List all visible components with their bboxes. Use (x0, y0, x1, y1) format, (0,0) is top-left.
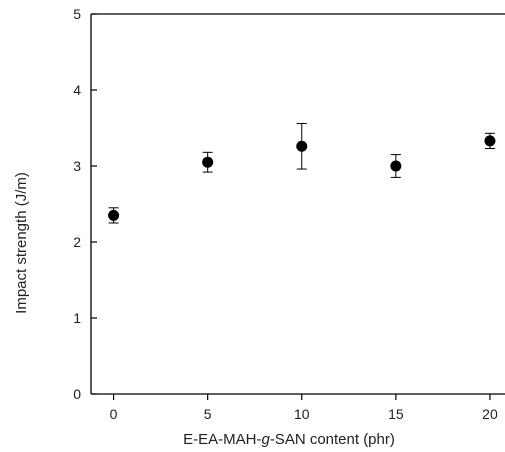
data-point-4 (484, 135, 496, 147)
x-axis-title-italic-g: g (261, 431, 270, 448)
data-point-1 (202, 156, 214, 168)
y-tick-label-0: 0 (73, 386, 81, 402)
x-tick-label-2: 10 (294, 406, 310, 422)
x-axis-title-part-2: -SAN content (phr) (270, 431, 395, 448)
y-tick-label-1: 1 (73, 310, 81, 326)
x-tick-label-0: 0 (110, 406, 118, 422)
y-tick-label-4: 4 (73, 82, 81, 98)
y-axis-title: Impact strength (J/m) (13, 172, 30, 314)
y-tick-label-2: 2 (73, 234, 81, 250)
data-points (108, 135, 496, 221)
x-tick-label-4: 20 (482, 406, 498, 422)
x-axis-title-part-1: E-EA-MAH- (183, 431, 261, 448)
axes (90, 13, 505, 395)
x-tick-label-1: 5 (204, 406, 212, 422)
data-point-0 (108, 209, 120, 221)
tick-labels: 0 1 2 3 4 5 0 5 10 15 20 (73, 6, 498, 422)
y-tick-label-3: 3 (73, 158, 81, 174)
data-point-3 (390, 160, 402, 172)
x-tick-label-3: 15 (388, 406, 404, 422)
y-tick-label-5: 5 (73, 6, 81, 22)
axis-ticks (91, 13, 491, 400)
error-bars (108, 122, 495, 224)
data-point-2 (296, 140, 308, 152)
x-axis-title: E-EA-MAH-g-SAN content (phr) (183, 431, 395, 448)
